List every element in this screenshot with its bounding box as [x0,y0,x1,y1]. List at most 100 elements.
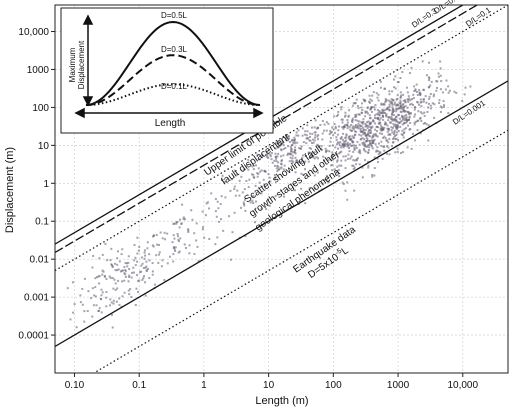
scatter-point [310,141,313,144]
scatter-point [338,152,341,155]
scatter-point [353,130,356,133]
scatter-point [400,114,403,117]
scatter-point [354,124,357,127]
scatter-point [266,152,269,155]
scatter-point [377,161,380,164]
scatter-point [331,126,334,129]
scatter-point [105,259,108,262]
scatter-point [141,278,144,281]
scatter-point [73,303,76,306]
scatter-point [341,143,344,146]
scatter-point [304,202,307,205]
scatter-point [366,133,369,136]
scatter-point [362,118,365,121]
scatter-point [394,75,397,78]
scatter-point [300,187,303,190]
scatter-point [172,260,175,263]
scatter-point [110,263,113,266]
scatter-point [143,275,146,278]
scatter-point [231,178,234,181]
scatter-point [453,90,456,93]
scatter-point [353,146,356,149]
scatter-point [305,134,308,137]
scatter-point [159,231,162,234]
scatter-point [377,117,380,120]
scatter-point [138,279,141,282]
scatter-point [371,136,374,139]
scatter-point [360,106,363,109]
scatter-point [379,111,382,114]
scatter-point [339,141,342,144]
scatter-point [395,115,398,118]
scatter-point [382,103,385,106]
scatter-point [132,266,135,269]
scatter-point [148,277,151,280]
scatter-point [373,156,376,159]
scatter-point [429,104,432,107]
scatter-point [389,101,392,104]
scatter-point [343,143,346,146]
scatter-point [314,131,317,134]
scatter-point [366,127,369,130]
scatter-point [299,161,302,164]
scatter-point [306,124,309,127]
scatter-point [363,141,366,144]
scatter-point [348,109,351,112]
scatter-point [386,124,389,127]
inset-ylabel-1: Maximum [68,47,77,82]
scatter-point [313,139,316,142]
scatter-point [111,326,114,329]
scatter-point [344,111,347,114]
scatter-point [362,129,365,132]
scatter-point [380,124,383,127]
scatter-point [385,113,388,116]
scatter-point [206,201,209,204]
scatter-point [413,121,416,124]
scatter-point [345,143,348,146]
scatter-point [354,144,357,147]
scatter-point [359,127,362,130]
scatter-point [368,135,371,138]
scatter-point [414,113,417,116]
scatter-point [242,201,245,204]
scatter-point [427,139,430,142]
scatter-point [429,92,432,95]
scatter-point [371,175,374,178]
scatter-point [438,101,441,104]
scatter-point [347,137,350,140]
scatter-point [117,268,120,271]
scatter-point [163,279,166,282]
scatter-point [357,122,360,125]
scatter-point [101,273,104,276]
scatter-point [247,186,250,189]
scatter-point [326,177,329,180]
scatter-point [238,179,241,182]
scatter-point [435,80,438,83]
scatter-point [166,232,169,235]
scatter-point [371,173,374,176]
scatter-point [277,146,280,149]
scatter-point [427,76,430,79]
scatter-point [341,145,344,148]
scatter-point [103,274,106,277]
scatter-point [123,291,126,294]
scatter-point [352,128,355,131]
scatter-point [381,128,384,131]
inset-profile-diagram: Maximum Displacement Length D=0.5L D=0.3… [60,7,274,134]
scatter-point [331,154,334,157]
scatter-point [306,137,309,140]
scatter-point [294,156,297,159]
scatter-point [395,125,398,128]
scatter-point [367,124,370,127]
scatter-point [381,109,384,112]
scatter-point [98,307,101,310]
scatter-point [147,267,150,270]
scatter-point [172,234,175,237]
scatter-point [384,137,387,140]
scatter-point [321,119,324,122]
scatter-point [425,123,428,126]
scatter-point [352,125,355,128]
scatter-point [364,111,367,114]
scatter-point [257,172,260,175]
scatter-point [444,88,447,91]
